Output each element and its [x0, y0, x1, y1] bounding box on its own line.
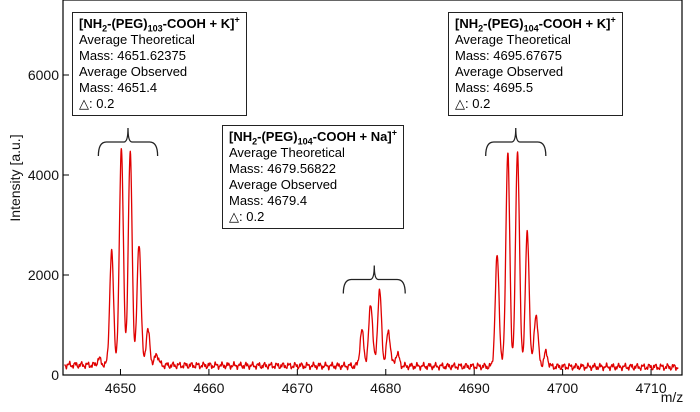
- observed-mass: Mass: 4651.4: [79, 80, 158, 95]
- peak-group-bracket: [342, 265, 406, 294]
- annotation-box-na-peg104: [NH2-(PEG)104-COOH + Na]+ Average Theore…: [222, 125, 404, 229]
- mass-delta: △: 0.2: [455, 96, 491, 111]
- peak-group-bracket: [97, 127, 159, 157]
- x-tick-label: 4670: [282, 380, 313, 396]
- y-tick-label: 6000: [28, 67, 59, 83]
- annotation-ion-label: [NH2-(PEG)104-COOH + K]+: [455, 14, 616, 34]
- peak-brackets: [97, 127, 547, 294]
- annotation-ion-label: [NH2-(PEG)103-COOH + K]+: [79, 14, 240, 34]
- x-tick-label: 4700: [547, 380, 578, 396]
- x-tick-label: 4650: [105, 380, 136, 396]
- mass-delta: △: 0.2: [79, 96, 115, 111]
- observed-mass: Mass: 4695.5: [455, 80, 534, 95]
- theoretical-label: Average Theoretical: [229, 145, 345, 160]
- theoretical-label: Average Theoretical: [455, 32, 571, 47]
- x-tick-label: 4710: [635, 380, 666, 396]
- annotation-ion-label: [NH2-(PEG)104-COOH + Na]+: [229, 127, 397, 147]
- annotation-box-k-peg104: [NH2-(PEG)104-COOH + K]+ Average Theoret…: [448, 12, 623, 116]
- theoretical-label: Average Theoretical: [79, 32, 195, 47]
- x-tick-label: 4690: [459, 380, 490, 396]
- x-tick-label: 4680: [370, 380, 401, 396]
- y-axis-title: Intensity [a.u.]: [7, 134, 23, 221]
- x-tick-label: 4660: [193, 380, 224, 396]
- plot-frame: [62, 0, 683, 376]
- axis-ticks: 4650 4660 4670 4680 4690 4700 4710 0 2000 4000 600…: [28, 67, 667, 396]
- x-axis-title: m/z: [661, 389, 684, 405]
- spectrum-line: [64, 148, 679, 372]
- observed-mass: Mass: 4679.4: [229, 193, 308, 208]
- mass-delta: △: 0.2: [229, 209, 265, 224]
- y-tick-label: 0: [51, 367, 59, 383]
- observed-label: Average Observed: [455, 64, 564, 79]
- theoretical-mass: Mass: 4679.56822: [229, 161, 336, 176]
- annotation-box-k-peg103: [NH2-(PEG)103-COOH + K]+ Average Theoret…: [72, 12, 247, 116]
- observed-label: Average Observed: [79, 64, 188, 79]
- theoretical-mass: Mass: 4651.62375: [79, 48, 186, 63]
- observed-label: Average Observed: [229, 177, 338, 192]
- theoretical-mass: Mass: 4695.67675: [455, 48, 562, 63]
- y-tick-label: 2000: [28, 267, 59, 283]
- y-tick-label: 4000: [28, 167, 59, 183]
- peak-group-bracket: [485, 127, 547, 157]
